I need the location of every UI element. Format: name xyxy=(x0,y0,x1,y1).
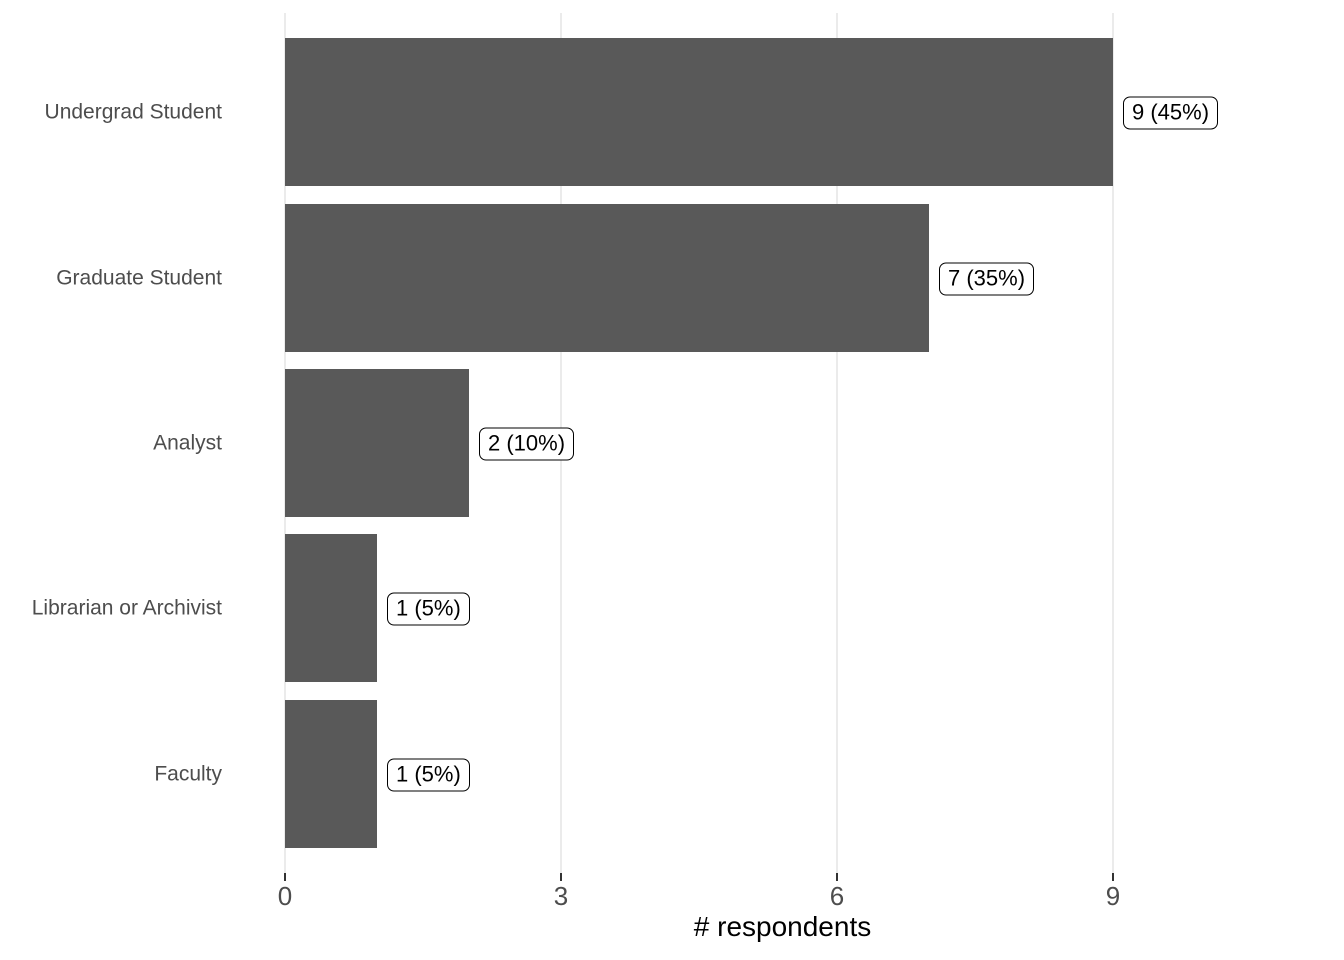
x-tick-label-3: 3 xyxy=(553,881,569,911)
bar-value-label: 2 (10%) xyxy=(479,427,575,461)
bar-value-label: 1 (5%) xyxy=(387,758,470,792)
x-tick-label-9: 9 xyxy=(1105,881,1121,911)
bar-value-label: 1 (5%) xyxy=(387,592,470,626)
bar-value-label: 9 (45%) xyxy=(1123,96,1219,130)
category-label: Faculty xyxy=(154,762,222,786)
bar-value-label: 7 (35%) xyxy=(939,262,1035,296)
x-tick-label-0: 0 xyxy=(277,881,293,911)
category-label: Graduate Student xyxy=(56,266,222,290)
category-label: Analyst xyxy=(153,431,222,455)
x-tick-mark-6 xyxy=(836,873,838,881)
category-label: Librarian or Archivist xyxy=(31,596,222,620)
gridline-x-6 xyxy=(836,13,838,873)
bar-faculty xyxy=(285,699,377,848)
gridline-x-9 xyxy=(1112,13,1114,873)
x-tick-mark-3 xyxy=(560,873,562,881)
x-tick-mark-0 xyxy=(284,873,286,881)
x-tick-mark-9 xyxy=(1112,873,1114,881)
bar-graduate-student xyxy=(285,203,929,352)
category-label: Undergrad Student xyxy=(44,100,222,124)
x-tick-label-6: 6 xyxy=(829,881,845,911)
x-axis-title: # respondents xyxy=(693,911,872,942)
bar-analyst xyxy=(285,368,469,517)
bar-librarian-or-archivist xyxy=(285,534,377,683)
bar-undergrad-student xyxy=(285,38,1113,187)
